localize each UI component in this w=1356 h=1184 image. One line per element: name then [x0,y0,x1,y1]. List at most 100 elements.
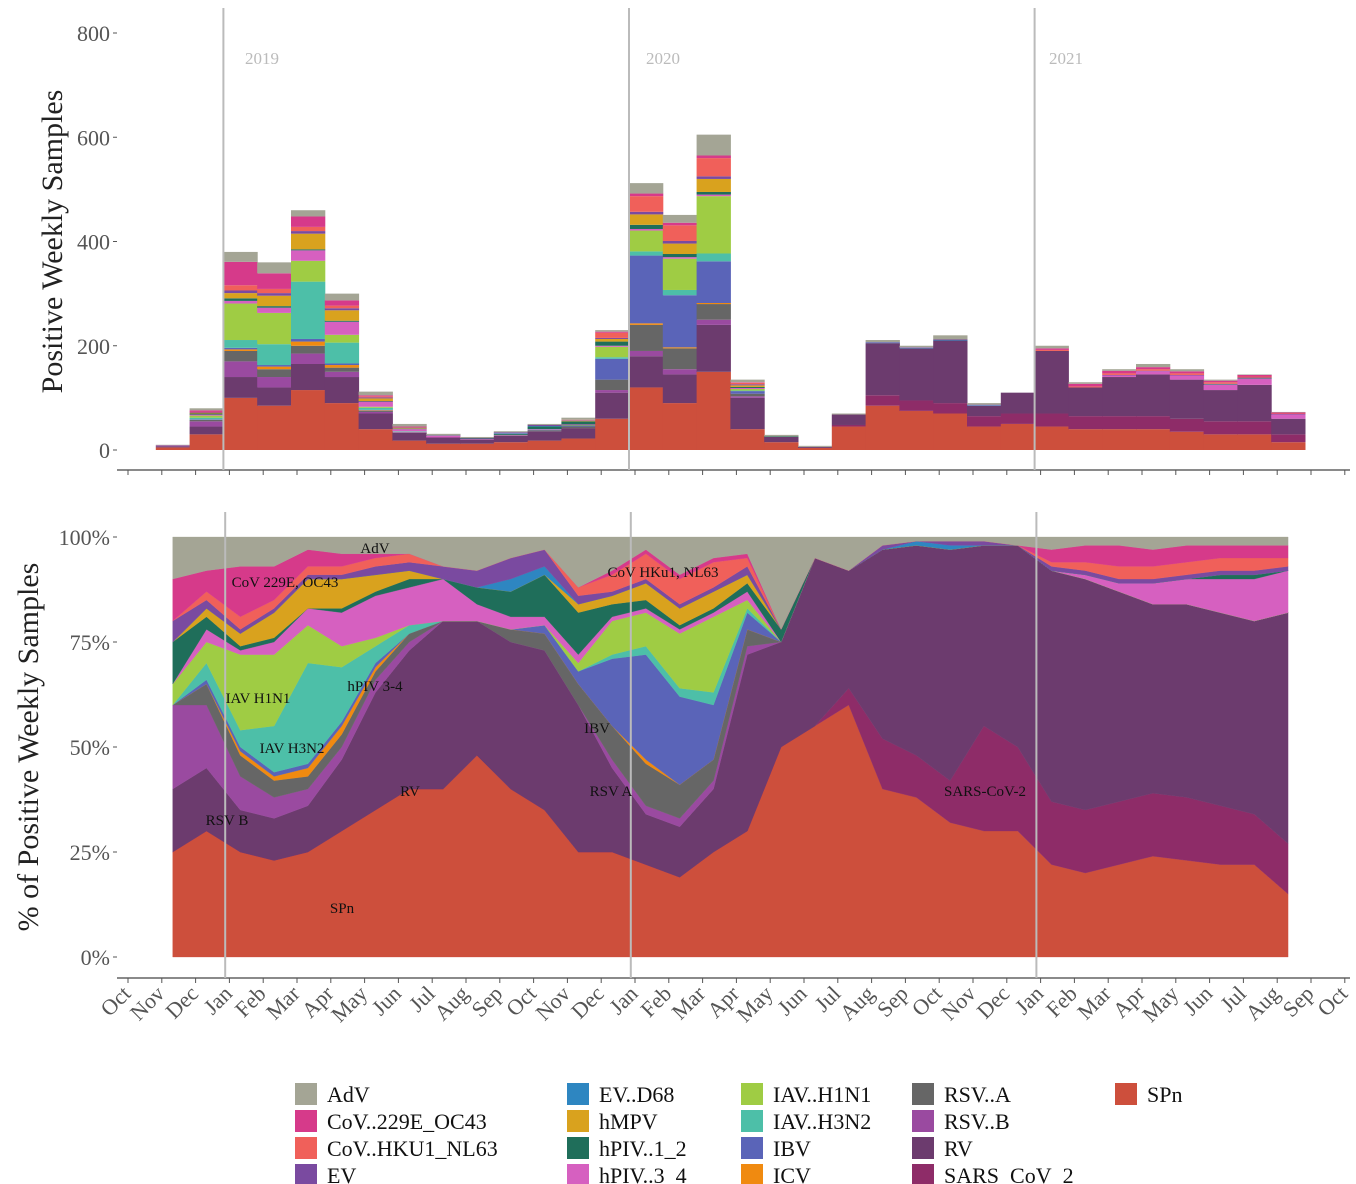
bar-segment [1034,426,1069,450]
bar-segment [662,258,698,290]
bar-segment [967,416,1002,427]
bar-segment [223,350,258,362]
plot-data [172,536,1289,958]
bar-segment [629,251,664,256]
bar-segment [764,436,799,437]
bar-segment [561,424,596,425]
y-tick-label: 50% [70,735,110,760]
bar-segment [155,444,191,446]
bar-segment [662,374,698,404]
y-tick-label: 0% [81,945,110,970]
bar-segment [595,418,630,450]
bar-segment [1271,418,1306,435]
bar-segment [696,371,731,450]
bar-segment [730,393,765,397]
bar-segment [324,310,360,321]
bar-segment [1203,384,1238,391]
bar-segment [629,230,664,252]
bar-segment [291,281,326,339]
legend-swatch [741,1083,763,1105]
bar-segment [933,340,968,404]
bar-segment [629,356,664,388]
bar-segment [223,300,258,304]
legend-label: IAV..H3N2 [773,1109,871,1134]
x-tick-label: May [732,981,778,1027]
bar-segment [291,249,326,251]
bar-segment [662,240,698,244]
bar-segment [392,432,427,433]
bar-segment [358,410,393,412]
annotation: RSV A [590,784,633,800]
bar-segment [1203,384,1238,385]
bar-segment [730,391,765,394]
legend-label: RV [944,1136,973,1161]
bar-segment [1237,374,1272,375]
bar-segment [392,427,427,429]
bar-segment [1136,367,1171,370]
bar-segment [933,335,968,340]
bar-segment [1136,363,1171,368]
bar-segment [291,233,326,250]
bar-segment [493,435,529,443]
bar-segment [1169,379,1205,419]
x-tick-label: Dec [566,981,609,1024]
bar-segment [1237,421,1272,435]
bar-segment [730,385,765,387]
x-tick-label: Feb [230,981,271,1022]
bar-segment [324,334,360,343]
bar-segment [257,288,292,294]
bar-segment [865,343,900,396]
bar-segment [899,410,934,450]
bar-segment [561,419,596,421]
legend-swatch [295,1137,317,1159]
bar-segment [493,432,529,434]
bar-segment [967,405,1002,406]
bar-segment [629,387,664,450]
legend-swatch [912,1110,934,1132]
bar-segment [730,389,765,391]
bar-segment [527,429,562,431]
bar-segment [493,435,529,436]
bar-segment [595,330,630,332]
legend-label: hPIV..1_2 [599,1136,687,1161]
bar-segment [831,413,867,415]
bar-segment [1102,429,1137,450]
bar-segment [324,321,360,335]
plot-data [155,134,1306,450]
bar-segment [358,411,393,414]
x-tick-label: Oct [501,981,541,1021]
bar-segment [933,413,968,450]
x-tick-label: Feb [635,981,676,1022]
legend-label: ICV [773,1163,811,1184]
y-tick-label: 25% [70,840,110,865]
bar-segment [324,403,360,450]
bar-segment [324,365,360,368]
bar-segment [865,340,900,343]
x-tick-label: Oct [1312,981,1352,1021]
bar-segment [561,428,596,439]
bar-segment [933,403,968,414]
x-tick-label: Jan [604,981,642,1019]
bar-segment [1000,423,1036,450]
bar-segment [1136,369,1171,371]
bar-segment [629,255,664,324]
bar-segment [696,253,731,262]
bar-segment [1203,434,1238,450]
bar-segment [696,261,731,304]
bar-segment [899,400,934,411]
bar-segment [1237,377,1272,379]
x-tick-label: May [1137,981,1183,1027]
bar-segment [291,390,326,450]
bar-segment [662,347,698,349]
legend-label: EV..D68 [599,1082,674,1107]
bar-segment [257,307,292,313]
bar-segment [189,419,224,422]
bar-segment [426,437,461,444]
bar-segment [696,191,731,195]
bar-segment [1169,374,1205,376]
bar-segment [358,395,393,397]
x-tick-label: Jan [199,981,237,1019]
bar-segment [257,293,292,296]
bar-segment [223,377,258,398]
bar-segment [1136,429,1171,450]
